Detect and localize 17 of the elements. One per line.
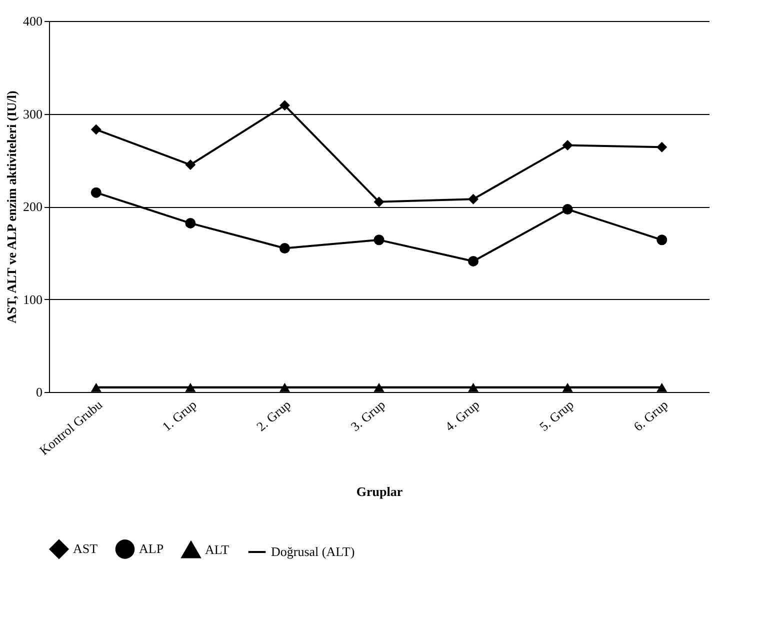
y-axis-title: AST, ALT ve ALP enzim aktiviteleri (IU/l) — [4, 90, 19, 324]
x-tick-label: 3. Grup — [348, 396, 388, 434]
x-tick-label: 5. Grup — [536, 396, 576, 434]
legend-label: ALP — [139, 541, 164, 556]
y-tick-label: 200 — [23, 199, 42, 214]
legend-label: Doğrusal (ALT) — [271, 544, 355, 559]
y-tick-label: 100 — [23, 292, 42, 307]
y-tick-label: 300 — [23, 106, 42, 122]
y-tick-label: 0 — [36, 384, 42, 400]
legend-label: ALT — [205, 542, 230, 557]
x-tick-label: 1. Grup — [159, 396, 200, 434]
x-tick-label: 4. Grup — [442, 396, 482, 434]
x-tick-label: 6. Grup — [630, 396, 671, 434]
x-axis-title: Gruplar — [356, 484, 403, 499]
x-tick-label: 2. Grup — [254, 396, 294, 434]
legend-label: AST — [73, 541, 98, 556]
y-tick-label: 400 — [23, 14, 42, 28]
